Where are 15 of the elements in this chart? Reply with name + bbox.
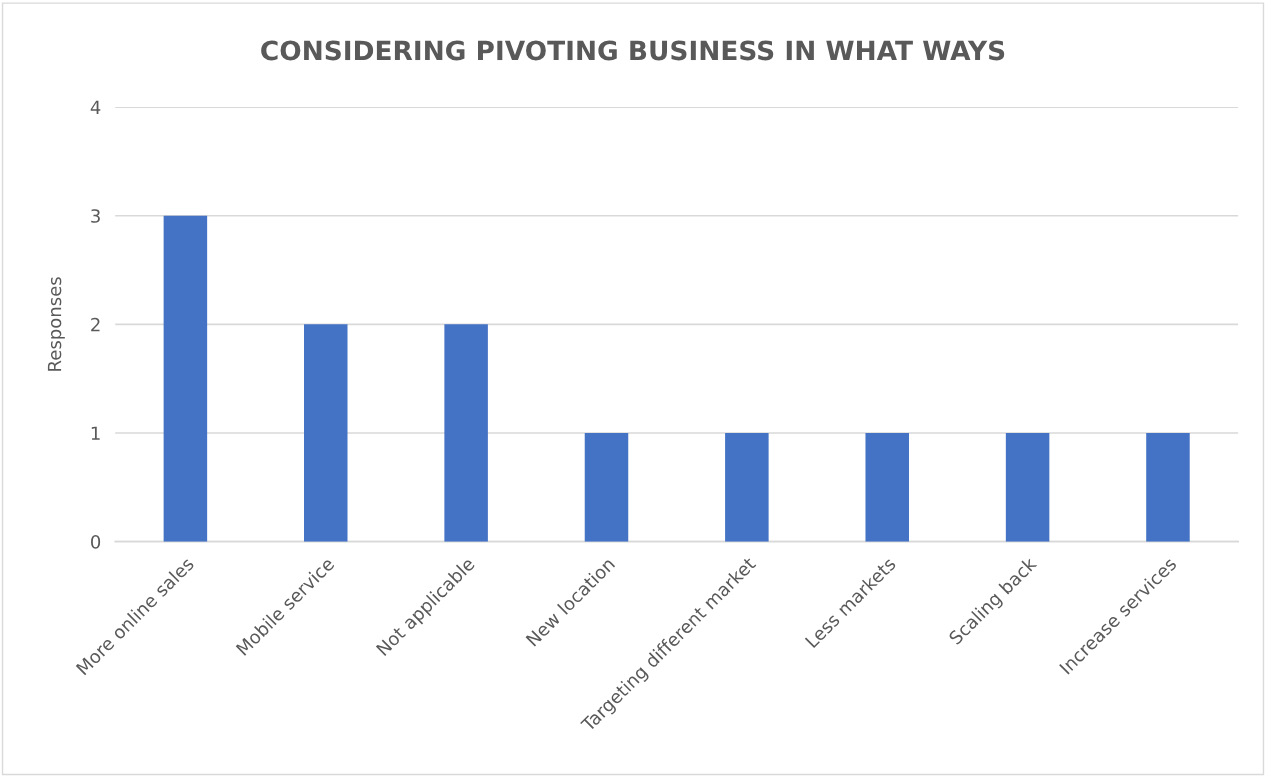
y-tick-label: 0 — [91, 535, 101, 549]
bar — [725, 433, 769, 542]
y-tick-label: 4 — [90, 100, 101, 114]
chart-title: CONSIDERING PIVOTING BUSINESS IN WHAT WAYS — [261, 40, 1005, 61]
y-tick-label: 3 — [91, 209, 100, 223]
y-tick-label: 2 — [91, 317, 100, 332]
bar — [1146, 433, 1190, 542]
bar — [304, 324, 348, 542]
bar — [444, 324, 488, 542]
bar — [1005, 433, 1050, 542]
bar — [163, 215, 208, 542]
bar — [584, 433, 629, 542]
y-axis-title: Responses — [47, 277, 65, 371]
bar — [865, 433, 909, 542]
y-tick-label: 1 — [91, 426, 100, 440]
